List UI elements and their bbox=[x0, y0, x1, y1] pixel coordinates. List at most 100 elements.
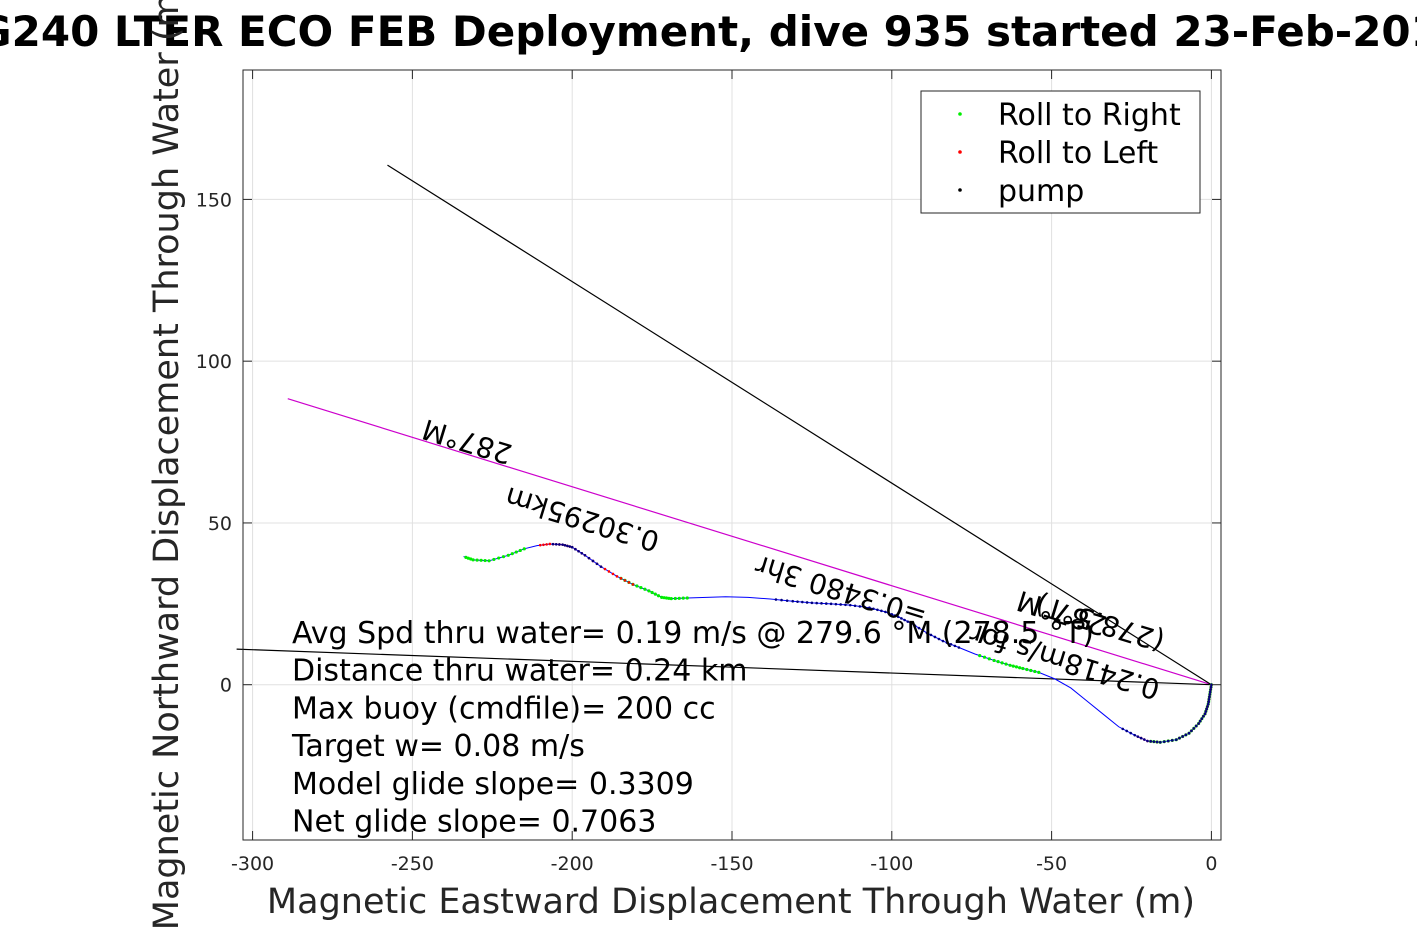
roll-right-marker bbox=[647, 589, 651, 593]
roll-right-marker bbox=[978, 653, 982, 658]
y-tick-label: 150 bbox=[196, 189, 232, 211]
roll-right-marker bbox=[677, 596, 681, 600]
pump-marker bbox=[1208, 690, 1212, 694]
x-tick-label: -250 bbox=[391, 853, 434, 875]
pump-marker bbox=[890, 613, 894, 616]
pump-marker bbox=[1184, 733, 1188, 737]
roll-right-marker bbox=[1029, 668, 1033, 673]
pump-marker bbox=[872, 607, 875, 611]
pump-marker bbox=[780, 598, 783, 602]
pump-marker bbox=[599, 565, 603, 568]
pump-marker bbox=[844, 603, 847, 607]
roll-right-marker bbox=[1014, 665, 1019, 669]
y-tick-label: 0 bbox=[220, 675, 232, 697]
reference-lines bbox=[236, 164, 1212, 686]
pump-marker bbox=[929, 633, 933, 637]
pump-marker bbox=[774, 598, 778, 601]
roll-right-marker bbox=[650, 590, 654, 595]
roll-right-marker bbox=[669, 597, 673, 601]
pump-marker bbox=[957, 646, 961, 649]
pump-marker bbox=[1205, 707, 1208, 711]
x-axis-label: Magnetic Eastward Displacement Through W… bbox=[267, 882, 1195, 922]
pump-marker bbox=[917, 626, 921, 630]
pump-marker bbox=[566, 544, 569, 548]
roll-left-marker bbox=[538, 543, 542, 547]
roll-left-marker bbox=[545, 543, 548, 546]
roll-right-marker bbox=[996, 660, 1000, 664]
roll-right-marker bbox=[479, 558, 483, 562]
roll-right-marker bbox=[1018, 666, 1022, 670]
pump-marker bbox=[580, 551, 584, 555]
roll-right-marker bbox=[1008, 663, 1012, 667]
roll-right-marker bbox=[664, 596, 669, 600]
track-markers bbox=[464, 542, 1214, 744]
pump-marker bbox=[949, 642, 953, 646]
pump-marker bbox=[805, 601, 809, 604]
pump-marker bbox=[1210, 683, 1213, 687]
pump-marker bbox=[1133, 733, 1137, 737]
pump-marker bbox=[820, 602, 823, 605]
roll-right-marker bbox=[492, 557, 496, 562]
pump-marker bbox=[1152, 740, 1156, 743]
line-annotation: 0.30295km bbox=[501, 480, 663, 558]
pump-marker bbox=[1162, 740, 1166, 743]
roll-right-marker bbox=[987, 657, 991, 661]
pump-marker bbox=[1142, 738, 1146, 741]
pump-marker bbox=[1121, 727, 1125, 731]
pump-marker bbox=[583, 553, 587, 557]
line-annotation: 287°M bbox=[419, 412, 516, 470]
pump-marker bbox=[1158, 740, 1162, 744]
x-tick-label: -200 bbox=[551, 853, 594, 875]
stats-line: Target w= 0.08 m/s bbox=[291, 729, 585, 764]
pump-marker bbox=[925, 631, 929, 635]
pump-marker bbox=[1206, 702, 1210, 706]
x-tick-label: -150 bbox=[710, 853, 753, 875]
roll-right-marker bbox=[1004, 662, 1008, 666]
pump-marker bbox=[933, 635, 937, 639]
pump-marker bbox=[1187, 731, 1191, 735]
pump-marker bbox=[913, 624, 917, 627]
pump-marker bbox=[906, 620, 910, 623]
pump-marker bbox=[1181, 735, 1184, 738]
roll-right-marker bbox=[643, 587, 647, 591]
pump-marker bbox=[887, 611, 890, 615]
pump-marker bbox=[945, 641, 949, 644]
roll-right-marker bbox=[1025, 667, 1029, 672]
roll-left-marker bbox=[631, 583, 635, 586]
pump-marker bbox=[909, 621, 913, 625]
pump-marker bbox=[834, 602, 838, 606]
stats-text: Avg Spd thru water= 0.19 m/s @ 279.6 °M … bbox=[291, 616, 1094, 840]
y-axis-label: Magnetic Northward Displacement Through … bbox=[147, 0, 187, 930]
roll-left-marker bbox=[627, 581, 631, 584]
pump-marker bbox=[1136, 735, 1140, 738]
pump-marker bbox=[1170, 739, 1174, 742]
pump-marker bbox=[570, 545, 574, 549]
pump-marker bbox=[880, 609, 883, 613]
pump-marker bbox=[903, 618, 906, 622]
roll-right-marker bbox=[656, 594, 661, 598]
pump-marker bbox=[591, 559, 595, 563]
legend-label: pump bbox=[998, 174, 1084, 209]
roll-left-marker bbox=[542, 543, 545, 547]
stats-line: Avg Spd thru water= 0.19 m/s @ 279.6 °M … bbox=[292, 616, 1094, 651]
axis-ticks: -300 -250 -200 -150 -100 -50 0 0 50 100 150 bbox=[196, 70, 1221, 875]
reference-line bbox=[236, 648, 1212, 686]
pump-marker bbox=[577, 549, 580, 553]
roll-right-marker bbox=[514, 550, 518, 554]
pump-marker bbox=[848, 603, 852, 607]
pump-marker bbox=[1207, 697, 1211, 701]
y-tick-label: 100 bbox=[196, 351, 232, 373]
pump-marker bbox=[561, 543, 564, 546]
roll-right-marker bbox=[483, 558, 487, 563]
pump-marker bbox=[1209, 685, 1213, 689]
pump-marker bbox=[921, 629, 925, 632]
pump-marker bbox=[884, 610, 887, 614]
pump-marker bbox=[796, 600, 799, 603]
pump-marker bbox=[801, 600, 804, 604]
roll-right-marker bbox=[1021, 666, 1025, 671]
pump-marker bbox=[839, 603, 842, 606]
pump-marker bbox=[941, 639, 945, 643]
stats-line: Distance thru water= 0.24 km bbox=[292, 654, 747, 689]
roll-right-marker bbox=[506, 553, 510, 557]
